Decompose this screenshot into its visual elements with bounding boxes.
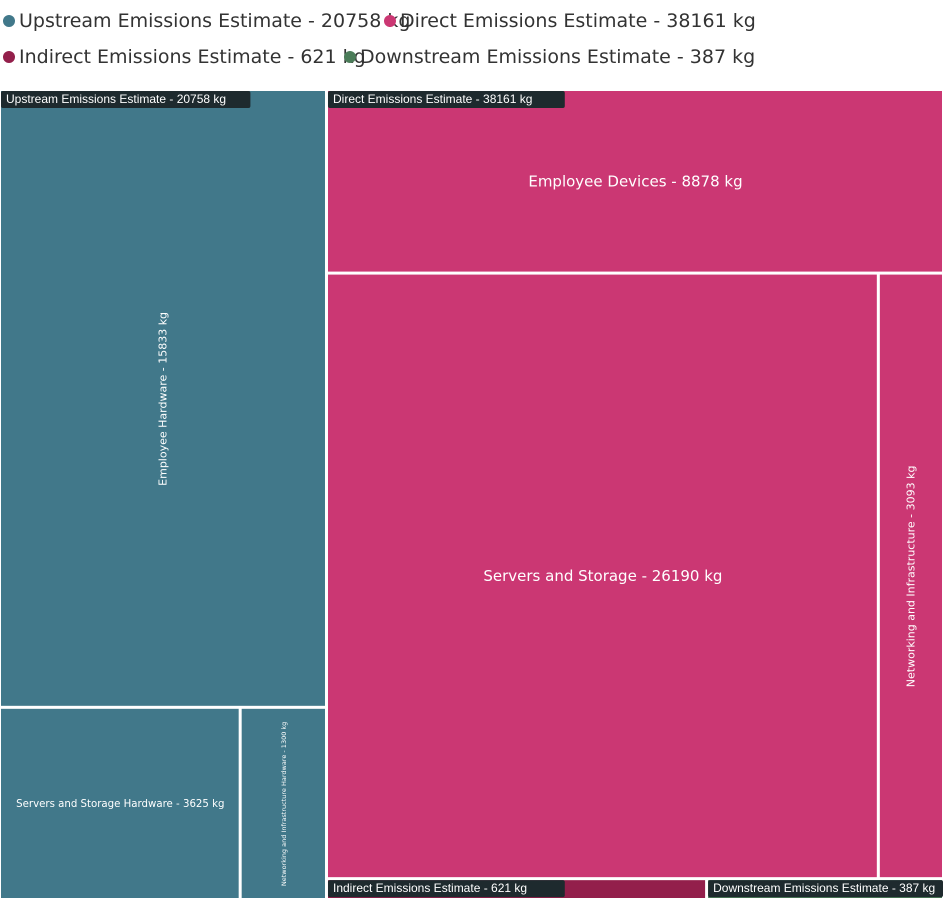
group-tag-upstream-emissions-estimate: Upstream Emissions Estimate - 20758 kg	[6, 92, 226, 106]
chart-legend: Upstream Emissions Estimate - 20758 kg D…	[0, 0, 944, 86]
legend-marker-downstream	[344, 51, 356, 63]
group-tag-direct-emissions-estimate: Direct Emissions Estimate - 38161 kg	[333, 92, 532, 106]
tile-servers-and-storage[interactable]	[326, 273, 878, 879]
legend-label-direct: Direct Emissions Estimate - 38161 kg	[400, 10, 756, 32]
tile-label-networking-and-infrastructure: Networking and Infrastructure - 3093 kg	[904, 466, 917, 688]
legend-item-indirect[interactable]: Indirect Emissions Estimate - 621 kg	[3, 46, 366, 68]
group-tag-downstream-emissions-estimate-bg	[708, 880, 943, 898]
legend-label-downstream: Downstream Emissions Estimate - 387 kg	[360, 46, 756, 68]
group-tag-upstream-emissions-estimate-bg	[1, 91, 251, 108]
tile-employee-hardware[interactable]	[0, 90, 326, 707]
tile-label-employee-devices: Employee Devices - 8878 kg	[528, 172, 742, 190]
group-tag-direct-emissions-estimate-bg	[327, 91, 565, 108]
tile-label-servers-and-storage: Servers and Storage - 26190 kg	[483, 567, 722, 585]
tile-servers-and-storage-hardware[interactable]	[0, 707, 240, 900]
group-tag-indirect-emissions-estimate: Indirect Emissions Estimate - 621 kg	[333, 881, 527, 895]
legend-marker-upstream	[3, 15, 15, 27]
group-tag-indirect-emissions-estimate-bg	[327, 880, 565, 898]
legend-marker-direct	[384, 15, 396, 27]
legend-item-direct[interactable]: Direct Emissions Estimate - 38161 kg	[384, 10, 756, 32]
tile-label-employee-hardware: Employee Hardware - 15833 kg	[156, 312, 169, 486]
tile-networking-and-infrastructure-hardware[interactable]	[240, 707, 326, 900]
tile-label-servers-and-storage-hardware: Servers and Storage Hardware - 3625 kg	[16, 799, 224, 810]
legend-label-indirect: Indirect Emissions Estimate - 621 kg	[19, 46, 366, 68]
tile-label-networking-and-infrastructure-hardware: Networking and Infrastructure Hardware -…	[280, 722, 288, 886]
legend-marker-indirect	[3, 51, 15, 63]
group-tag-downstream-emissions-estimate: Downstream Emissions Estimate - 387 kg	[713, 881, 935, 895]
tile-employee-devices[interactable]	[326, 90, 943, 273]
tile-networking-and-infrastructure[interactable]	[878, 273, 944, 879]
legend-item-downstream[interactable]: Downstream Emissions Estimate - 387 kg	[344, 46, 755, 68]
legend-label-upstream: Upstream Emissions Estimate - 20758 kg	[19, 10, 411, 32]
legend-item-upstream[interactable]: Upstream Emissions Estimate - 20758 kg	[3, 10, 410, 32]
